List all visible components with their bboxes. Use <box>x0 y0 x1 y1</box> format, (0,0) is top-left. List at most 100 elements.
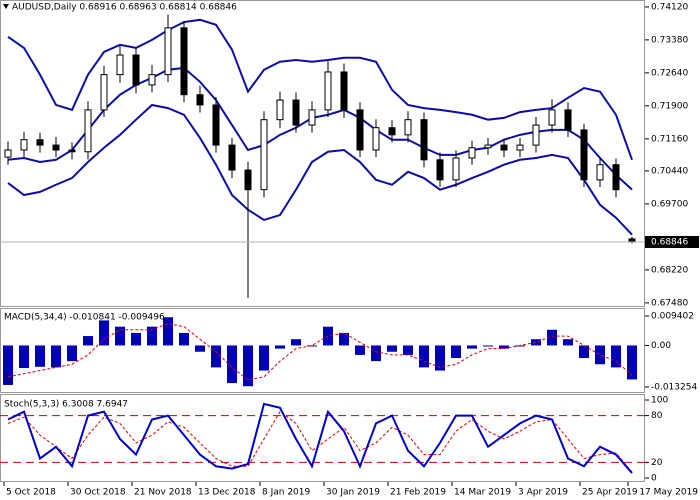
y-tick-label: 0.71900 <box>651 101 688 111</box>
macd-bar <box>243 345 253 387</box>
candle-body <box>260 119 268 191</box>
candle-body <box>276 99 284 121</box>
candle-body <box>516 144 524 151</box>
macd-bar <box>419 345 429 368</box>
macd-signal <box>7 323 633 381</box>
bollinger-upper <box>7 18 633 161</box>
panel-title: Stoch(5,3,3) 6.3008 7.6947 <box>4 400 128 410</box>
macd-bar <box>355 345 365 355</box>
candle-body <box>452 157 460 181</box>
y-tick-label: 0.70440 <box>651 166 688 176</box>
chart-title: AUDUSD,Daily 0.68916 0.68963 0.68814 0.6… <box>12 3 237 13</box>
y-tick-label: 0.71160 <box>651 134 688 144</box>
candle-body <box>404 119 412 136</box>
macd-bar <box>179 332 189 346</box>
macd-bar <box>19 345 29 369</box>
candle-body <box>292 99 300 126</box>
candle-body <box>100 74 108 111</box>
macd-bar <box>339 332 349 346</box>
macd-bar <box>371 345 381 362</box>
macd-bar <box>275 345 285 349</box>
macd-bar <box>547 329 557 346</box>
macd-bar <box>227 345 237 384</box>
x-tick-label: 13 Dec 2018 <box>198 488 256 498</box>
macd-bar <box>51 345 61 368</box>
y-tick-label: 20 <box>651 458 663 468</box>
last-price-box <box>645 235 699 248</box>
y-tick-label: 0.68220 <box>651 265 688 275</box>
candle-body <box>196 94 204 106</box>
x-tick-label: 21 Feb 2019 <box>390 488 446 498</box>
candle-body <box>212 104 220 146</box>
candle-body <box>596 164 604 181</box>
macd-bar <box>595 345 605 365</box>
panel-title: MACD(5,34,4) -0.010841 -0.009496 <box>4 313 165 323</box>
macd-bar <box>195 345 205 352</box>
y-tick-label: 0.67480 <box>651 298 688 308</box>
x-tick-label: 21 Nov 2018 <box>134 488 192 498</box>
y-tick-label: 0.00 <box>651 341 671 351</box>
macd-bar <box>499 345 509 349</box>
candle-body <box>148 74 156 86</box>
macd-bar <box>83 336 93 346</box>
candle-body <box>4 149 12 158</box>
macd-bar <box>563 339 573 346</box>
macd-bar <box>611 345 621 368</box>
candle-body <box>436 159 444 181</box>
macd-bar <box>163 317 173 346</box>
x-tick-label: 17 May 2019 <box>639 488 698 498</box>
last-price-label: 0.68846 <box>651 237 688 247</box>
candle-body <box>244 169 252 191</box>
macd-bar <box>579 345 589 359</box>
candle-body <box>68 149 76 153</box>
candle-body <box>564 109 572 131</box>
y-tick-label: 100 <box>651 396 668 406</box>
candle-body <box>180 27 188 96</box>
macd-bar <box>435 345 445 371</box>
price-panel-frame <box>0 0 645 307</box>
macd-bar <box>387 345 397 352</box>
x-tick-label: 14 Mar 2019 <box>454 488 511 498</box>
candle-body <box>228 144 236 171</box>
candle-body <box>468 147 476 159</box>
macd-bar <box>211 345 221 368</box>
macd-bar <box>131 332 141 346</box>
macd-panel-frame <box>0 308 645 393</box>
candle-body <box>84 109 92 153</box>
macd-bar <box>531 339 541 346</box>
candle-body <box>548 109 556 126</box>
x-tick-label: 30 Jan 2019 <box>326 488 380 498</box>
macd-bar <box>67 345 77 362</box>
macd-bar <box>259 345 269 371</box>
candle-body <box>580 129 588 181</box>
x-tick-label: 8 Jan 2019 <box>262 488 310 498</box>
macd-bar <box>403 345 413 355</box>
candle-body <box>132 54 140 86</box>
symbol-icon <box>3 4 9 9</box>
candle-body <box>164 27 172 76</box>
x-tick-label: 5 Oct 2018 <box>6 488 56 498</box>
y-tick-label: 0.72640 <box>651 68 688 78</box>
candle-body <box>532 124 540 146</box>
macd-bar <box>3 345 13 385</box>
candle-body <box>484 144 492 149</box>
stoch-panel-frame <box>0 394 645 482</box>
candle-body <box>308 109 316 126</box>
candle-body <box>52 144 60 151</box>
macd-bar <box>451 345 461 359</box>
candle-body <box>324 71 332 111</box>
macd-bar <box>99 320 109 346</box>
y-tick-label: 80 <box>651 411 663 421</box>
x-tick-label: 30 Oct 2018 <box>70 488 126 498</box>
y-tick-label: 0.69700 <box>651 199 688 209</box>
bollinger-lower <box>7 103 633 236</box>
stoch-main <box>7 402 633 474</box>
candle-body <box>420 119 428 161</box>
macd-bar <box>35 345 45 367</box>
x-tick-label: 25 Apr 2019 <box>582 488 638 498</box>
candle-body <box>36 139 44 146</box>
macd-bar <box>147 326 157 346</box>
